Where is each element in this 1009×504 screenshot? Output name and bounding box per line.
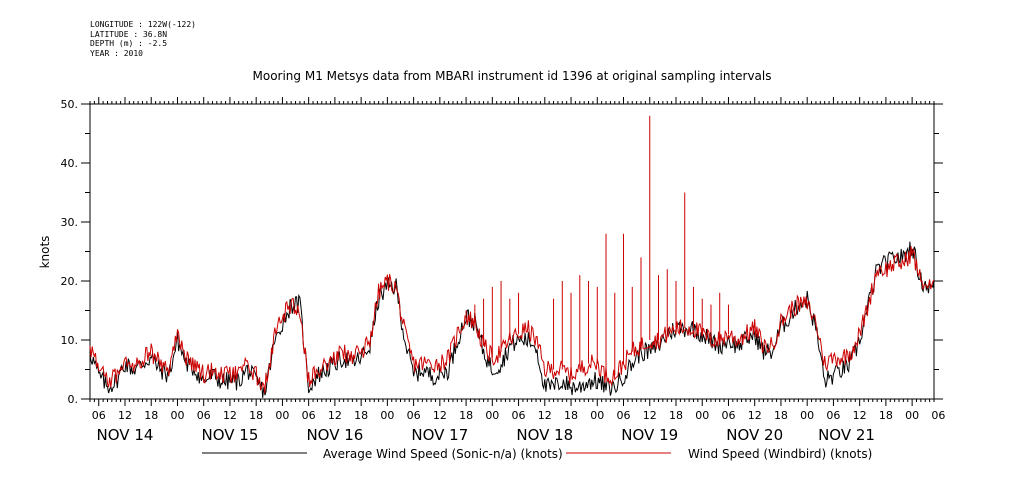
x-tick-label: 18	[564, 409, 578, 422]
x-tick-label: 12	[433, 409, 447, 422]
axis-ticks	[81, 97, 943, 406]
y-tick-label: 0.	[68, 393, 79, 406]
x-tick-label: 12	[223, 409, 237, 422]
x-tick-label: 18	[249, 409, 263, 422]
series-line-windbird	[89, 246, 935, 394]
x-tick-label: 12	[328, 409, 342, 422]
x-tick-label: 06	[302, 409, 316, 422]
y-tick-label: 50.	[61, 98, 79, 111]
day-label: NOV 20	[726, 426, 783, 444]
legend-label-average: Average Wind Speed (Sonic-n/a) (knots)	[323, 447, 563, 461]
x-tick-label: 06	[617, 409, 631, 422]
metadata-block: LONGITUDE : 122W(-122) LATITUDE : 36.8N …	[90, 20, 196, 58]
x-tick-label: 18	[144, 409, 158, 422]
x-tick-label: 18	[774, 409, 788, 422]
year-label: YEAR : 2010	[90, 48, 143, 58]
x-tick-label: 12	[853, 409, 867, 422]
y-tick-labels: 0. 10. 20. 30. 40. 50.	[61, 98, 79, 406]
y-axis-label: knots	[38, 236, 52, 269]
x-tick-label: 12	[748, 409, 762, 422]
longitude-label: LONGITUDE : 122W(-122)	[90, 20, 196, 29]
x-tick-label: 06	[826, 409, 840, 422]
y-tick-label: 20.	[61, 275, 79, 288]
x-tick-label: 00	[695, 409, 709, 422]
x-tick-label: 00	[905, 409, 919, 422]
x-tick-label: 00	[380, 409, 394, 422]
x-tick-label: 18	[879, 409, 893, 422]
x-tick-label: 06	[721, 409, 735, 422]
y-tick-label: 10.	[61, 334, 79, 347]
x-tick-label: 06	[92, 409, 106, 422]
x-tick-label: 12	[538, 409, 552, 422]
x-tick-label: 00	[275, 409, 289, 422]
day-label: NOV 21	[818, 426, 875, 444]
legend: Average Wind Speed (Sonic-n/a) (knots) W…	[202, 447, 872, 461]
x-tick-label: 18	[669, 409, 683, 422]
x-tick-label: 06	[407, 409, 421, 422]
x-tick-label: 00	[590, 409, 604, 422]
y-tick-label: 30.	[61, 216, 79, 229]
x-tick-label: 00	[800, 409, 814, 422]
x-tick-label: 00	[170, 409, 184, 422]
depth-label: DEPTH (m) : -2.5	[90, 39, 168, 48]
day-label: NOV 17	[411, 426, 468, 444]
latitude-label: LATITUDE : 36.8N	[90, 29, 168, 39]
x-tick-label: 12	[118, 409, 132, 422]
x-tick-label: 00	[485, 409, 499, 422]
day-label: NOV 14	[97, 426, 154, 444]
legend-label-windbird: Wind Speed (Windbird) (knots)	[688, 447, 872, 461]
day-label: NOV 15	[201, 426, 258, 444]
plot-frame	[89, 103, 935, 400]
x-tick-label: 18	[354, 409, 368, 422]
x-tick-label: 12	[643, 409, 657, 422]
y-tick-label: 40.	[61, 157, 79, 170]
x-tick-label: 06	[197, 409, 211, 422]
x-tick-label: 06	[512, 409, 526, 422]
day-label: NOV 19	[621, 426, 678, 444]
x-tick-label: 06	[931, 409, 945, 422]
x-tick-labels: 06 12 18 00 06 12 18 00 06 12 18 00 06 12 18 00 06 12 18 00…	[92, 409, 946, 422]
x-tick-label: 18	[459, 409, 473, 422]
chart-title: Mooring M1 Metsys data from MBARI instru…	[253, 69, 772, 83]
series-group	[89, 115, 935, 398]
day-labels: NOV 14 NOV 15 NOV 16 NOV 17 NOV 18 NOV 19 NOV …	[97, 426, 875, 444]
day-label: NOV 16	[306, 426, 363, 444]
day-label: NOV 18	[516, 426, 573, 444]
